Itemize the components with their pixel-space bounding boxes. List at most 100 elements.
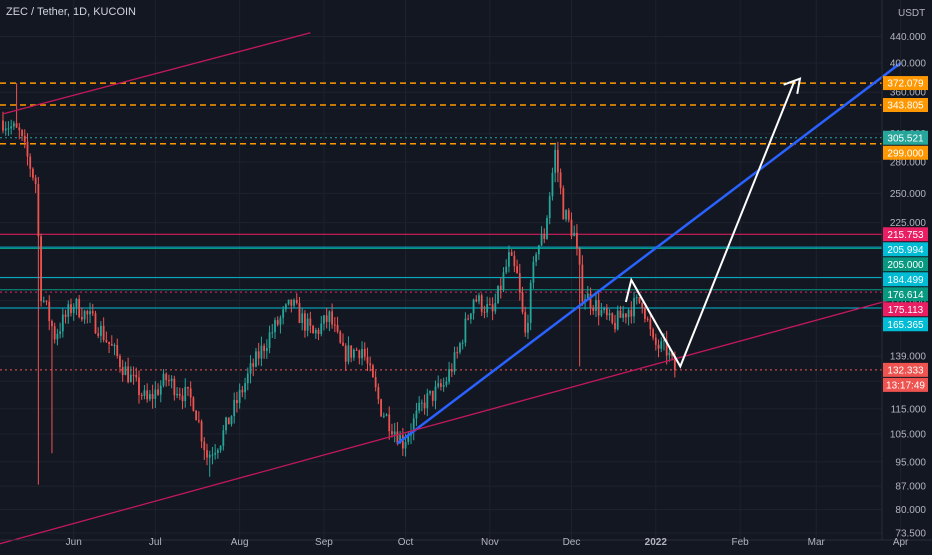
candle-body	[279, 317, 282, 325]
candle-body	[233, 399, 236, 417]
level-price-text: 372.079	[887, 79, 924, 90]
countdown-text: 13:17:49	[886, 380, 925, 391]
candle-body	[448, 369, 450, 382]
candle-body	[412, 418, 415, 432]
candle-body	[399, 435, 402, 444]
candle-body	[342, 342, 344, 346]
candle-body	[127, 366, 130, 383]
candle-body	[181, 395, 184, 402]
projection-arrow	[624, 77, 802, 369]
candle-body	[80, 316, 83, 320]
candle-body	[499, 285, 502, 290]
candle-body	[110, 344, 113, 346]
candle-body	[129, 374, 132, 383]
candle-body	[611, 313, 614, 323]
candle-body	[393, 431, 396, 435]
candle-body	[657, 344, 660, 349]
candle-body	[374, 377, 377, 388]
candle-body	[138, 377, 140, 395]
candle-body	[100, 325, 102, 336]
upper-channel-line	[2, 32, 311, 115]
time-axis: Jun Jul Aug Sep Oct Nov Dec 2022 Feb Mar Apr	[66, 537, 909, 548]
candle-body	[434, 386, 437, 401]
candle-body	[132, 374, 135, 376]
projection-path	[624, 80, 796, 369]
candle-body	[276, 320, 279, 325]
candle-body	[121, 367, 124, 375]
candle-body	[380, 399, 382, 417]
candle-body	[32, 168, 34, 178]
candle-body	[480, 295, 483, 312]
level-price-text: 299.000	[887, 148, 924, 159]
level-price-text: 205.000	[887, 260, 924, 271]
candle-body	[116, 345, 119, 356]
candle-body	[548, 196, 551, 219]
candle-body	[15, 123, 18, 128]
candle-body	[562, 188, 565, 220]
candle-body	[407, 435, 410, 442]
candle-body	[309, 318, 312, 326]
candle-body	[638, 297, 641, 303]
candle-body	[331, 311, 334, 325]
candle-body	[633, 297, 635, 317]
candle-body	[246, 373, 249, 384]
candle-body	[51, 321, 53, 327]
candle-body	[442, 384, 445, 387]
candle-body	[372, 365, 374, 378]
candle-body	[600, 309, 603, 316]
candle-body	[119, 355, 121, 368]
candle-body	[222, 430, 225, 446]
candle-body	[306, 318, 309, 331]
candle-body	[605, 308, 608, 316]
candle-body	[355, 349, 358, 351]
candle-body	[377, 387, 380, 400]
candle-body	[214, 452, 217, 455]
y-tick-label: 139.000	[890, 352, 927, 363]
candle-body	[238, 389, 241, 404]
candle-body	[437, 383, 440, 387]
candle-body	[529, 282, 532, 323]
candle-body	[663, 340, 665, 342]
candle-body	[459, 343, 461, 353]
candle-body	[573, 232, 576, 237]
candle-body	[189, 388, 192, 398]
level-price-text: 165.365	[887, 320, 924, 331]
x-tick-label: Sep	[315, 537, 333, 548]
candle-body	[216, 450, 219, 453]
candle-body	[197, 420, 200, 422]
candle-body	[295, 299, 298, 303]
candle-body	[469, 313, 472, 320]
candle-body	[532, 261, 535, 283]
candle-body	[385, 414, 388, 416]
candle-body	[263, 345, 266, 351]
candle-body	[184, 386, 187, 402]
candle-body	[649, 319, 652, 330]
grid	[0, 0, 902, 540]
y-tick-label: 73.500	[895, 529, 926, 540]
candle-body	[641, 302, 644, 309]
candle-body	[350, 345, 353, 358]
trendlines	[0, 32, 902, 545]
candle-body	[654, 337, 657, 345]
candle-body	[486, 304, 489, 313]
candle-body	[382, 415, 385, 417]
candle-body	[644, 308, 646, 319]
candle-body	[317, 329, 320, 335]
candle-body	[42, 300, 45, 302]
candle-body	[540, 234, 543, 246]
candle-body	[301, 313, 304, 323]
candle-body	[12, 123, 15, 127]
candle-body	[304, 313, 306, 331]
candle-body	[154, 389, 157, 399]
candle-body	[268, 332, 271, 348]
candle-body	[211, 454, 214, 456]
candle-body	[312, 325, 314, 334]
candle-body	[108, 341, 110, 345]
y-tick-label: 280.000	[890, 157, 927, 168]
candle-body	[64, 314, 67, 317]
candle-body	[418, 402, 421, 411]
candle-body	[2, 120, 4, 131]
candle-body	[284, 304, 287, 310]
